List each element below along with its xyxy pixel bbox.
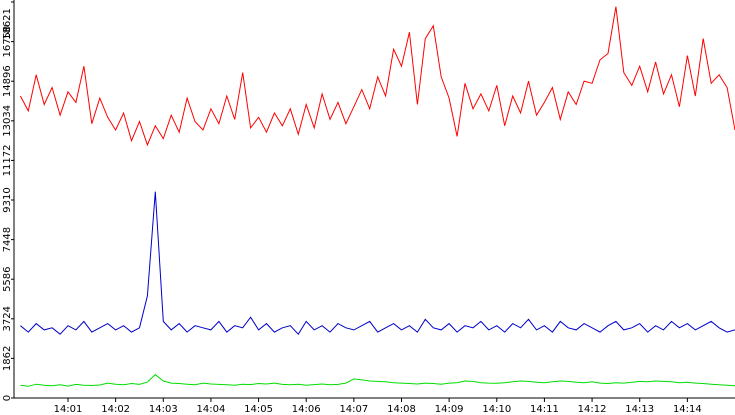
x-tick-label: 14:11 [530, 404, 559, 415]
x-tick-label: 14:13 [625, 404, 654, 415]
y-tick-label: 1862 [2, 346, 13, 371]
x-tick-label: 14:01 [54, 404, 83, 415]
series-line [20, 191, 735, 336]
x-tick-label: 14:04 [197, 404, 226, 415]
y-tick-label: 11172 [2, 145, 13, 177]
y-tick-label: 18621 [2, 8, 13, 40]
x-tick-label: 14:10 [482, 404, 511, 415]
x-tick-label: 14:02 [101, 404, 130, 415]
x-tick-label: 14:09 [435, 404, 464, 415]
series-line [20, 373, 735, 387]
y-tick-label: 0 [2, 395, 13, 401]
y-tick-label: 14896 [2, 65, 13, 97]
y-tick-label: 16758 [2, 26, 13, 58]
x-tick-label: 14:07 [339, 404, 368, 415]
x-tick-label: 14:03 [149, 404, 178, 415]
x-tick-label: 14:14 [673, 404, 702, 415]
y-tick-label: 7448 [2, 227, 13, 252]
x-tick-label: 14:08 [387, 404, 416, 415]
y-tick-label: 9310 [2, 187, 13, 212]
y-tick-label: 13034 [2, 105, 13, 137]
x-tick-label: 14:06 [292, 404, 321, 415]
y-tick-label: 5586 [2, 266, 13, 291]
x-tick-label: 14:05 [244, 404, 273, 415]
x-tick-label: 14:12 [578, 404, 607, 415]
y-tick-label: 3724 [2, 306, 13, 331]
series-line [19, 6, 735, 147]
